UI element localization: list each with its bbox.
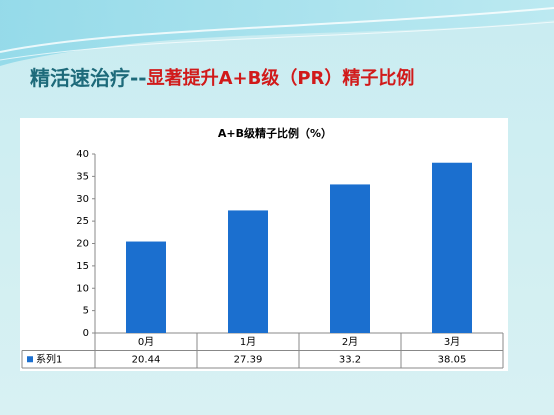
x-tick-label: 0月	[138, 336, 154, 348]
wave	[0, 0, 554, 66]
chart-title: A+B级精子比例（%）	[218, 126, 332, 140]
y-tick-label: 20	[76, 239, 89, 250]
bar	[432, 162, 472, 333]
title-highlight: 显著提升A+B级（PR）精子比例	[147, 67, 415, 89]
y-tick-label: 0	[83, 328, 89, 339]
y-tick-label: 10	[76, 283, 89, 294]
x-tick-label: 2月	[342, 336, 358, 348]
y-tick-label: 5	[83, 306, 89, 317]
table-value: 27.39	[234, 354, 263, 365]
legend-swatch	[27, 356, 33, 363]
legend-label: 系列1	[36, 352, 62, 365]
x-tick-label: 1月	[240, 336, 256, 348]
y-tick-label: 30	[76, 194, 89, 205]
bar	[330, 184, 370, 333]
title-lead: 精活速治疗--	[30, 66, 147, 90]
table-value: 33.2	[339, 354, 361, 365]
x-tick-label: 3月	[444, 336, 460, 348]
wave-line	[0, 7, 554, 53]
y-tick-label: 25	[76, 216, 89, 227]
y-tick-label: 15	[76, 261, 89, 272]
y-tick-label: 40	[76, 149, 89, 160]
wave-line	[0, 21, 554, 61]
bar	[228, 210, 268, 333]
slide-title: 精活速治疗--显著提升A+B级（PR）精子比例	[30, 66, 414, 90]
table-value: 20.44	[132, 354, 161, 365]
y-tick-label: 35	[76, 171, 89, 182]
bar	[126, 241, 166, 333]
table-value: 38.05	[438, 354, 467, 365]
